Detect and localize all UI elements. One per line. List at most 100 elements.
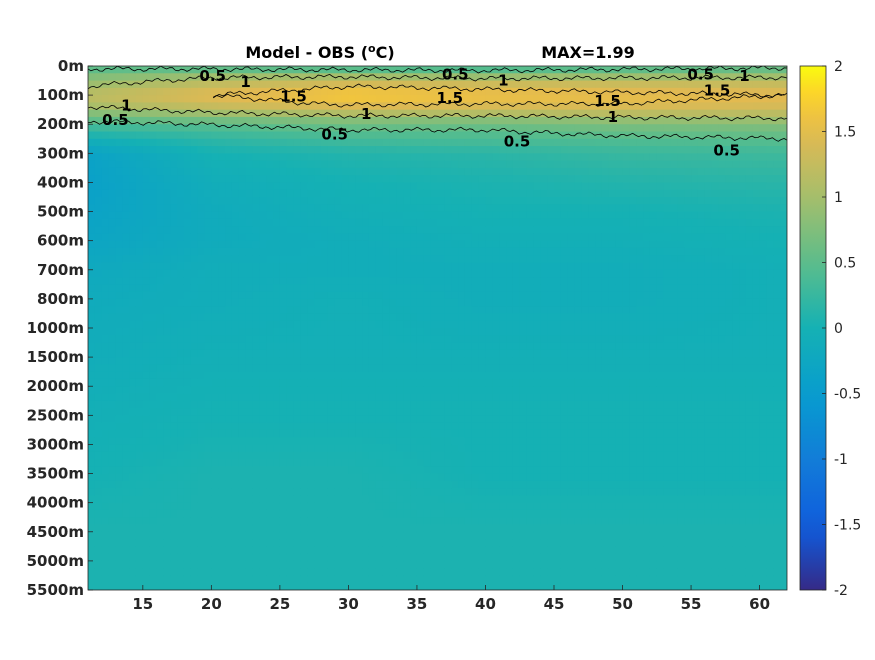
heat-cell — [526, 269, 535, 278]
heat-cell — [547, 459, 555, 467]
heat-cell — [238, 284, 247, 293]
heat-cell — [190, 247, 199, 256]
heat-cell — [266, 444, 274, 453]
heat-cell — [506, 269, 514, 278]
heat-cell — [492, 422, 500, 431]
heat-cell — [266, 80, 274, 89]
heat-cell — [355, 473, 363, 482]
heat-cell — [149, 328, 158, 336]
heat-cell — [108, 371, 117, 380]
heat-cell — [396, 444, 404, 453]
heat-cell — [327, 247, 336, 256]
heat-cell — [396, 153, 404, 162]
heat-cell — [115, 262, 123, 271]
heat-cell — [396, 553, 404, 562]
heat-cell — [458, 575, 466, 584]
heat-cell — [204, 73, 212, 82]
heat-cell — [170, 459, 178, 467]
heat-cell — [430, 269, 439, 278]
heat-cell — [300, 284, 308, 293]
heat-cell — [122, 531, 130, 540]
heat-cell — [300, 226, 308, 234]
heat-cell — [300, 291, 308, 300]
heat-cell — [252, 480, 260, 489]
heat-cell — [382, 349, 391, 358]
heat-cell — [122, 466, 130, 475]
heat-cell — [321, 95, 329, 103]
heat-cell — [410, 400, 418, 409]
heat-cell — [560, 167, 569, 176]
heat-cell — [327, 233, 336, 242]
heat-cell — [88, 116, 96, 125]
heat-cell — [327, 517, 336, 526]
heat-cell — [252, 582, 260, 590]
heat-cell — [300, 240, 308, 249]
heat-cell — [327, 575, 336, 584]
heat-cell — [307, 131, 315, 140]
heat-cell — [129, 95, 137, 103]
heat-cell — [526, 146, 535, 154]
heat-cell — [506, 488, 514, 496]
heat-cell — [526, 131, 535, 140]
heat-cell — [423, 313, 432, 322]
heat-cell — [437, 546, 445, 555]
heat-cell — [149, 284, 158, 293]
heat-cell — [231, 437, 240, 446]
heat-cell — [368, 313, 377, 322]
heat-cell — [94, 531, 103, 540]
heat-cell — [499, 473, 507, 482]
heat-cell — [492, 349, 500, 358]
heat-cell — [238, 357, 247, 365]
heat-cell — [368, 109, 377, 118]
heat-cell — [437, 364, 445, 373]
heat-cell — [451, 269, 459, 278]
heat-cell — [533, 466, 541, 475]
heat-cell — [156, 306, 164, 315]
heat-cell — [506, 146, 514, 154]
heat-cell — [225, 488, 233, 496]
heat-cell — [355, 480, 363, 489]
heat-cell — [135, 509, 144, 518]
heat-cell — [259, 131, 267, 140]
heat-cell — [135, 167, 144, 176]
heat-cell — [416, 313, 425, 322]
heat-cell — [554, 320, 562, 329]
heat-cell — [183, 459, 192, 467]
heat-cell — [122, 357, 130, 365]
heat-cell — [492, 488, 500, 496]
heat-cell — [183, 524, 192, 533]
heat-cell — [183, 255, 192, 264]
heat-cell — [355, 400, 363, 409]
heat-cell — [444, 480, 452, 489]
heat-cell — [259, 349, 267, 358]
heat-cell — [293, 378, 302, 387]
heat-cell — [204, 87, 212, 96]
heat-cell — [430, 306, 439, 315]
heat-cell — [458, 459, 466, 467]
heat-cell — [506, 226, 514, 234]
heat-cell — [348, 153, 356, 162]
heat-cell — [416, 189, 425, 198]
heat-cell — [115, 488, 123, 496]
heat-cell — [368, 342, 377, 351]
heat-cell — [314, 546, 322, 555]
heat-cell — [218, 66, 226, 74]
heat-cell — [177, 349, 185, 358]
heat-cell — [464, 459, 473, 467]
heat-cell — [540, 509, 548, 518]
heat-cell — [437, 575, 445, 584]
heat-cell — [101, 95, 110, 103]
heat-cell — [286, 386, 295, 395]
heat-cell — [314, 553, 322, 562]
heat-cell — [321, 291, 329, 300]
heat-cell — [129, 247, 137, 256]
heat-cell — [430, 226, 439, 234]
heat-cell — [266, 95, 274, 103]
heat-cell — [410, 298, 418, 307]
heat-cell — [293, 255, 302, 264]
heat-cell — [499, 386, 507, 395]
heat-cell — [115, 335, 123, 344]
heat-cell — [149, 495, 158, 504]
heat-cell — [170, 255, 178, 264]
heat-cell — [499, 146, 507, 154]
